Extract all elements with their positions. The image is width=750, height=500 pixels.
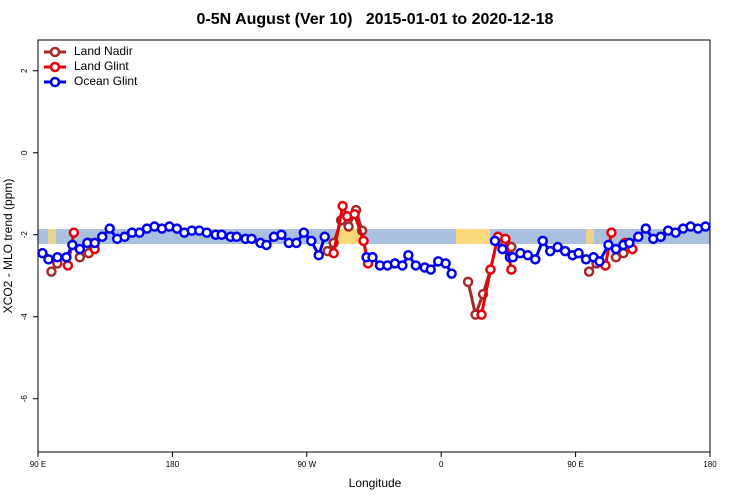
- plot-frame: [37, 39, 711, 453]
- data-point: [506, 264, 517, 275]
- data-point: [633, 231, 644, 243]
- x-tick-label: 0: [439, 460, 444, 469]
- data-point: [119, 231, 130, 243]
- data-point: [89, 237, 100, 249]
- data-point: [231, 231, 242, 243]
- data-point: [246, 233, 257, 245]
- data-point: [500, 233, 511, 245]
- legend-marker: [49, 76, 61, 88]
- data-point: [700, 221, 711, 232]
- data-point: [104, 223, 115, 234]
- legend-label: Land Glint: [74, 59, 129, 73]
- data-point: [476, 309, 487, 320]
- data-point: [440, 258, 451, 269]
- data-point: [603, 239, 614, 251]
- data-point: [573, 247, 584, 259]
- data-point: [328, 247, 339, 259]
- y-tick-label: 2: [20, 68, 29, 73]
- data-point: [61, 252, 72, 263]
- data-point: [298, 227, 310, 238]
- land-band: [48, 229, 56, 244]
- data-point: [68, 227, 80, 238]
- legend-label: Land Nadir: [74, 44, 133, 58]
- x-tick-label: 90 E: [30, 460, 46, 469]
- x-tick-label: 180: [166, 460, 180, 469]
- data-point: [397, 260, 408, 271]
- data-point: [276, 229, 287, 240]
- data-point: [594, 256, 605, 267]
- data-point: [522, 249, 534, 261]
- y-axis-label: XCO2 - MLO trend (ppm): [1, 179, 15, 314]
- data-point: [507, 252, 519, 263]
- data-point: [201, 227, 212, 238]
- data-point: [403, 249, 414, 261]
- x-tick-label: 90 E: [567, 460, 583, 469]
- data-point: [291, 237, 302, 249]
- data-point: [410, 260, 422, 271]
- data-point: [349, 208, 360, 220]
- x-tick-label: 180: [703, 460, 717, 469]
- data-point: [640, 223, 652, 234]
- data-point: [559, 245, 571, 257]
- y-tick-label: -2: [20, 231, 29, 239]
- data-point: [134, 227, 145, 238]
- data-point: [655, 231, 666, 243]
- data-point: [446, 268, 457, 279]
- data-point: [52, 252, 63, 263]
- data-point: [610, 243, 622, 255]
- data-point: [606, 227, 617, 238]
- data-point: [216, 229, 227, 240]
- chart-title: 0-5N August (Ver 10) 2015-01-01 to 2020-…: [197, 11, 554, 28]
- data-point: [96, 231, 108, 243]
- legend-marker: [49, 61, 61, 73]
- y-tick-label: -4: [20, 313, 29, 321]
- data-point: [313, 249, 324, 261]
- land-band: [337, 229, 362, 244]
- data-point: [46, 266, 57, 277]
- data-point: [319, 231, 330, 243]
- data-point: [74, 252, 86, 263]
- data-point: [67, 239, 78, 251]
- data-point: [552, 241, 563, 253]
- data-point: [485, 264, 496, 275]
- y-tick-label: -6: [20, 395, 29, 403]
- land-band: [586, 229, 594, 244]
- data-point: [337, 200, 348, 212]
- legend-marker: [49, 46, 61, 58]
- data-point: [62, 260, 74, 271]
- data-point: [343, 221, 354, 232]
- data-point: [261, 239, 272, 251]
- data-point: [544, 245, 556, 257]
- y-tick-label: 0: [20, 150, 29, 155]
- data-point: [306, 235, 317, 247]
- data-point: [624, 237, 635, 249]
- data-point: [462, 276, 474, 288]
- legend-label: Ocean Glint: [74, 74, 138, 88]
- data-point: [530, 254, 541, 265]
- data-point: [670, 227, 681, 238]
- land-band: [456, 229, 490, 244]
- data-point: [497, 243, 508, 255]
- data-point: [358, 235, 369, 247]
- x-axis-label: Longitude: [349, 476, 402, 490]
- data-point: [171, 223, 183, 234]
- data-point: [37, 247, 48, 259]
- x-tick-label: 90 W: [297, 460, 316, 469]
- data-point: [43, 254, 54, 265]
- data-point: [74, 243, 86, 255]
- data-point: [583, 266, 595, 277]
- data-point: [489, 235, 501, 247]
- data-point: [425, 264, 436, 275]
- data-point: [367, 252, 378, 263]
- data-point: [537, 235, 548, 247]
